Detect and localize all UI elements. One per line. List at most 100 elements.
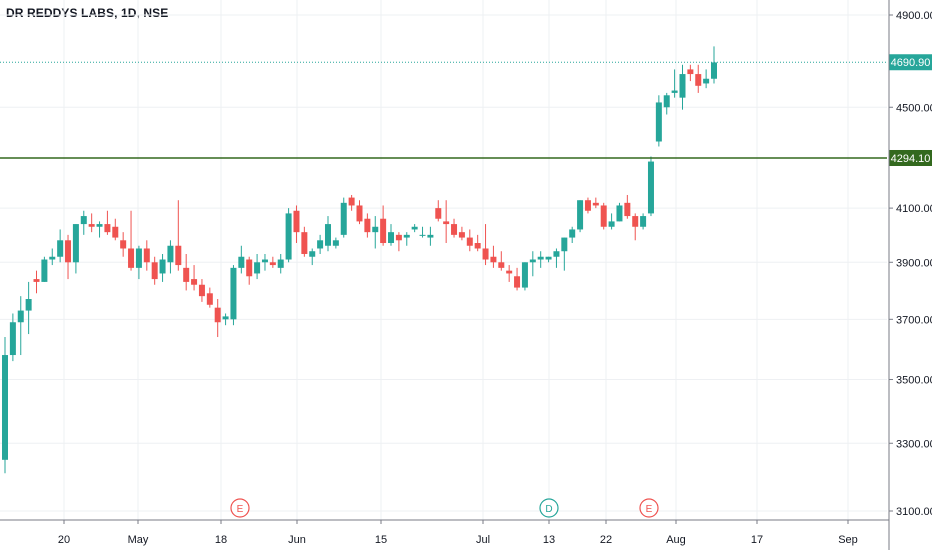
candle-body bbox=[332, 240, 339, 246]
candle-up bbox=[655, 95, 662, 147]
candle-down bbox=[584, 197, 591, 214]
x-tick-label: Jun bbox=[288, 534, 306, 546]
candle-body bbox=[600, 205, 607, 227]
candle-up bbox=[640, 213, 647, 230]
chart-title: DR REDDYS LABS, 1D, NSE bbox=[6, 6, 169, 20]
candle-up bbox=[663, 92, 670, 115]
candle-body bbox=[427, 234, 434, 238]
candle-body bbox=[2, 355, 8, 460]
y-tick-label: 3900.00 bbox=[896, 257, 932, 269]
candle-body bbox=[388, 232, 395, 244]
candle-down bbox=[600, 202, 607, 230]
earnings-marker: E bbox=[639, 498, 659, 518]
candle-body bbox=[356, 205, 363, 222]
candle-body bbox=[466, 237, 473, 246]
candle-body bbox=[246, 259, 253, 277]
candle-body bbox=[372, 226, 379, 233]
candle-body bbox=[490, 256, 497, 263]
candle-body bbox=[545, 256, 552, 260]
candle-up bbox=[324, 216, 331, 252]
candle-body bbox=[128, 248, 135, 268]
candle-down bbox=[451, 218, 458, 238]
candle-body bbox=[340, 202, 347, 235]
candle-body bbox=[17, 310, 24, 323]
candle-down bbox=[695, 64, 702, 93]
candle-body bbox=[411, 226, 418, 230]
candle-body bbox=[159, 259, 166, 274]
candle-body bbox=[277, 259, 284, 268]
candle-down bbox=[128, 210, 135, 271]
candle-body bbox=[269, 262, 276, 266]
candle-body bbox=[403, 234, 410, 238]
candle-down bbox=[490, 245, 497, 268]
y-tick-label: 3300.00 bbox=[896, 438, 932, 450]
candle-down bbox=[395, 232, 402, 252]
candle-body bbox=[521, 262, 528, 288]
candle-body bbox=[285, 213, 292, 260]
candle-body bbox=[120, 240, 127, 249]
candle-body bbox=[135, 248, 142, 268]
candle-body bbox=[88, 224, 95, 227]
candle-body bbox=[183, 267, 190, 282]
candle-down bbox=[482, 224, 489, 266]
x-tick-label: 15 bbox=[375, 534, 387, 546]
candle-up bbox=[317, 234, 324, 254]
candle-down bbox=[466, 229, 473, 252]
candle-down bbox=[458, 226, 465, 241]
y-tick-label: 3700.00 bbox=[896, 314, 932, 326]
candle-body bbox=[364, 218, 371, 233]
candle-body bbox=[482, 248, 489, 260]
candle-down bbox=[443, 200, 450, 244]
candle-down bbox=[474, 234, 481, 252]
candle-body bbox=[238, 256, 245, 268]
candle-body bbox=[324, 224, 331, 246]
candle-body bbox=[191, 279, 198, 285]
candle-body bbox=[624, 202, 631, 217]
candle-up bbox=[577, 200, 584, 233]
candle-body bbox=[711, 62, 717, 79]
candle-up bbox=[222, 313, 229, 326]
candle-body bbox=[309, 251, 316, 257]
y-tick-label: 3100.00 bbox=[896, 506, 932, 518]
candle-up bbox=[553, 248, 560, 268]
candle-down bbox=[206, 287, 213, 308]
x-tick-label: 20 bbox=[58, 534, 70, 546]
candle-down bbox=[498, 251, 505, 271]
candle-up bbox=[679, 64, 686, 110]
y-tick-label: 3500.00 bbox=[896, 375, 932, 387]
candle-body bbox=[104, 224, 111, 233]
candle-up bbox=[703, 69, 710, 89]
candle-body bbox=[348, 197, 355, 206]
candle-up bbox=[608, 213, 615, 230]
candle-body bbox=[9, 322, 16, 356]
candle-down bbox=[624, 194, 631, 219]
candles bbox=[2, 46, 717, 474]
candle-up bbox=[521, 262, 528, 291]
event-label: E bbox=[646, 504, 653, 515]
last-price-label: 4690.90 bbox=[891, 57, 931, 69]
candle-down bbox=[435, 200, 442, 222]
y-tick-label: 4100.00 bbox=[896, 203, 932, 215]
candle-up bbox=[340, 197, 347, 238]
x-tick-label: Sep bbox=[838, 534, 858, 546]
x-tick-label: May bbox=[128, 534, 149, 546]
last-price-badge bbox=[889, 54, 932, 71]
candle-body bbox=[474, 243, 481, 249]
candle-up bbox=[419, 226, 426, 238]
candle-body bbox=[261, 259, 268, 263]
candle-up bbox=[135, 245, 142, 280]
x-tick-label: 17 bbox=[751, 534, 763, 546]
candle-down bbox=[175, 200, 182, 271]
candle-up bbox=[167, 240, 174, 274]
candle-down bbox=[151, 256, 158, 285]
candle-body bbox=[529, 259, 536, 263]
candle-body bbox=[514, 276, 521, 288]
candle-body bbox=[671, 90, 678, 93]
candle-up bbox=[411, 224, 418, 233]
support-price-badge bbox=[889, 149, 932, 166]
candle-body bbox=[577, 200, 584, 230]
candle-up bbox=[261, 253, 268, 271]
candle-down bbox=[65, 234, 72, 280]
